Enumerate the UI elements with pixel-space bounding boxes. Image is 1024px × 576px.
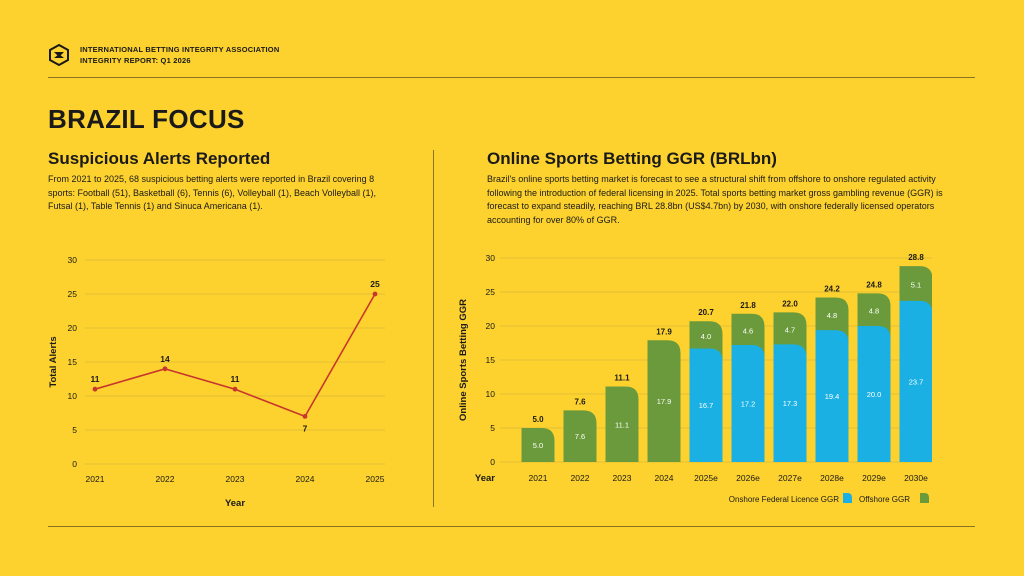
data-label: 11 (91, 374, 100, 384)
onshore-bar (899, 300, 932, 462)
total-label: 21.8 (740, 301, 756, 310)
page-title: BRAZIL FOCUS (48, 104, 245, 134)
onshore-bar (857, 326, 891, 462)
total-label: 17.9 (656, 327, 672, 336)
x-tick-label: 2025e (694, 473, 718, 483)
offshore-segment-label: 4.7 (785, 325, 795, 334)
y-tick-label: 10 (68, 391, 78, 401)
legend-swatch-offshore (920, 493, 929, 503)
onshore-bar (773, 344, 807, 462)
bottom-divider (48, 526, 975, 527)
data-point (232, 386, 238, 392)
x-tick-label: 2027e (778, 473, 802, 483)
org-block: INTERNATIONAL BETTING INTEGRITY ASSOCIAT… (80, 44, 279, 66)
onshore-segment-label: 19.4 (825, 392, 840, 401)
offshore-bar (563, 410, 597, 462)
x-tick-label: 2023 (226, 474, 245, 484)
x-tick-label: 2022 (156, 474, 175, 484)
x-tick-label: 2021 (529, 473, 548, 483)
org-name: INTERNATIONAL BETTING INTEGRITY ASSOCIAT… (80, 45, 280, 54)
report-name: INTEGRITY REPORT: Q1 2026 (80, 56, 191, 65)
onshore-segment-label: 23.7 (909, 377, 924, 386)
y-tick-label: 10 (486, 389, 496, 399)
top-divider (48, 77, 975, 78)
y-tick-label: 5 (490, 423, 495, 433)
offshore-segment-label: 4.6 (743, 326, 753, 335)
total-label: 24.2 (824, 284, 840, 293)
onshore-segment-label: 16.7 (699, 401, 714, 410)
y-tick-label: 30 (68, 255, 78, 265)
onshore-segment-label: 20.0 (867, 390, 882, 399)
y-tick-label: 15 (68, 357, 78, 367)
data-point (92, 386, 98, 392)
y-tick-label: 30 (486, 253, 496, 263)
x-tick-label: 2023 (613, 473, 632, 483)
column-divider (433, 150, 434, 507)
x-tick-label: 2022 (571, 473, 590, 483)
y-tick-label: 25 (486, 287, 496, 297)
ibia-logo-icon (49, 44, 69, 66)
ggr-bar-chart: 0 5 10 15 20 25 30 Online Sports Betting GGR Yea… (458, 253, 932, 504)
y-tick-label: 0 (72, 459, 77, 469)
data-point (372, 291, 378, 297)
total-label: 20.7 (698, 308, 714, 317)
legend-swatch-onshore (843, 493, 852, 503)
offshore-segment-label: 4.8 (827, 311, 837, 320)
x-tick-label: 2026e (736, 473, 760, 483)
total-label: 28.8 (908, 253, 924, 262)
offshore-segment-label: 5.0 (533, 441, 543, 450)
y-axis-title: Total Alerts (48, 336, 59, 387)
y-tick-label: 5 (72, 425, 77, 435)
alerts-series-line (94, 293, 376, 418)
total-label: 7.6 (574, 397, 586, 406)
offshore-segment-label: 4.0 (701, 332, 711, 341)
onshore-segment-label: 17.2 (741, 400, 756, 409)
data-label: 14 (160, 354, 170, 364)
x-tick-label: 2021 (86, 474, 105, 484)
x-tick-label: 2029e (862, 473, 886, 483)
y-tick-label: 20 (486, 321, 496, 331)
x-tick-label: 2030e (904, 473, 928, 483)
offshore-bar (647, 340, 681, 462)
alerts-description: From 2021 to 2025, 68 suspicious betting… (48, 174, 376, 211)
data-label: 25 (370, 279, 380, 289)
total-label: 5.0 (532, 415, 544, 424)
data-point (162, 366, 168, 372)
y-tick-label: 25 (68, 289, 78, 299)
total-label: 22.0 (782, 299, 798, 308)
x-tick-label: 2024 (655, 473, 674, 483)
x-tick-label: 2025 (366, 474, 385, 484)
alerts-title: Suspicious Alerts Reported (48, 149, 271, 168)
y-axis-title: Online Sports Betting GGR (458, 299, 469, 421)
x-axis-title: Year (225, 498, 245, 509)
legend-label-offshore: Offshore GGR (859, 495, 910, 504)
onshore-segment-label: 17.3 (783, 399, 798, 408)
total-label: 24.8 (866, 280, 882, 289)
x-axis-title: Year (475, 473, 495, 484)
x-tick-label: 2024 (296, 474, 315, 484)
data-label: 7 (303, 423, 308, 433)
y-tick-label: 0 (490, 457, 495, 467)
onshore-bar (815, 330, 849, 462)
x-tick-label: 2028e (820, 473, 844, 483)
onshore-bar (731, 345, 765, 462)
offshore-segment-label: 7.6 (575, 432, 585, 441)
data-label: 11 (231, 374, 240, 384)
offshore-segment-label: 5.1 (911, 281, 921, 290)
onshore-bar (689, 348, 723, 462)
total-label: 11.1 (614, 374, 630, 383)
ggr-description: Brazil's online sports betting market is… (487, 174, 943, 225)
legend-label-onshore: Onshore Federal Licence GGR (729, 495, 839, 504)
ggr-title: Online Sports Betting GGR (BRLbn) (487, 149, 777, 168)
offshore-segment-label: 11.1 (615, 420, 629, 429)
offshore-segment-label: 4.8 (869, 307, 879, 316)
offshore-bar (605, 386, 639, 462)
y-tick-label: 15 (486, 355, 496, 365)
offshore-bar (521, 428, 555, 462)
offshore-segment-label: 17.9 (657, 397, 672, 406)
data-point (302, 414, 308, 419)
y-tick-label: 20 (68, 323, 78, 333)
report-header: INTERNATIONAL BETTING INTEGRITY ASSOCIAT… (48, 44, 279, 66)
